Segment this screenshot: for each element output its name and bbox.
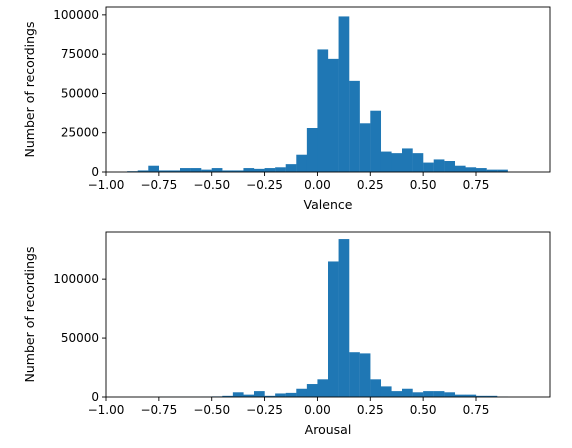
x-tick-label: 0.00 xyxy=(304,178,331,192)
histogram-bar xyxy=(423,391,434,397)
histogram-bar xyxy=(232,170,244,172)
x-tick-label: −0.50 xyxy=(193,178,230,192)
x-tick-label: 0.25 xyxy=(357,178,384,192)
histogram-bar xyxy=(412,392,424,397)
histogram-bar xyxy=(306,384,318,397)
histogram-bar xyxy=(285,392,297,398)
histogram-bar xyxy=(338,239,350,397)
x-tick-label: 0.50 xyxy=(410,403,437,417)
x-tick-label: −1.00 xyxy=(88,403,125,417)
histogram-bar xyxy=(201,169,212,172)
histogram-bar xyxy=(180,168,191,172)
histogram-bar xyxy=(275,167,286,172)
plot-frame xyxy=(105,6,551,173)
histogram-bar xyxy=(412,153,424,172)
y-axis-label: Number of recordings xyxy=(22,247,37,383)
histogram-bar xyxy=(423,162,434,172)
plot-frame xyxy=(105,231,551,398)
histogram-bar xyxy=(222,170,234,172)
y-tick-label: 50000 xyxy=(61,86,99,100)
histogram-bar xyxy=(158,170,170,172)
histogram-bar xyxy=(391,153,403,172)
histogram-bar xyxy=(137,170,149,172)
y-tick-label: 25000 xyxy=(61,126,99,140)
histogram-bar xyxy=(476,395,487,397)
histogram-bar xyxy=(328,261,339,397)
histogram-bar xyxy=(465,394,477,397)
histogram-bar xyxy=(359,353,371,397)
y-tick-label: 75000 xyxy=(61,47,99,61)
y-tick-label: 0 xyxy=(91,165,99,179)
arousal-histogram: −1.00 −0.75 −0.50 −0.25 0.00 0.25 0.50 0.75 0 500… xyxy=(22,231,551,437)
histogram-bar xyxy=(349,80,360,172)
histogram-bar xyxy=(476,168,487,172)
histogram-bar xyxy=(370,379,382,397)
x-tick-label: 0.50 xyxy=(410,178,437,192)
x-axis-label: Arousal xyxy=(305,422,352,437)
histogram-bar xyxy=(444,161,456,172)
histogram-bar xyxy=(222,395,234,397)
histogram-bar xyxy=(306,128,318,172)
histogram-bar xyxy=(433,159,445,172)
histogram-bar xyxy=(232,392,244,397)
histogram-bar xyxy=(359,123,371,172)
x-tick-label: 0.25 xyxy=(357,403,384,417)
histogram-bar xyxy=(328,58,339,172)
x-axis-label: Valence xyxy=(304,197,353,212)
x-tick-label: 0.75 xyxy=(463,178,490,192)
y-tick-label: 100000 xyxy=(53,8,99,22)
histogram-bar xyxy=(402,148,413,172)
x-tick-label: −0.25 xyxy=(246,403,283,417)
histogram-bar xyxy=(296,388,308,397)
histogram-bar xyxy=(317,49,329,172)
histogram-bar xyxy=(370,110,382,172)
histogram-bar xyxy=(148,165,160,172)
histogram-bar xyxy=(380,151,392,172)
valence-histogram: −1.00 −0.75 −0.50 −0.25 0.00 0.25 0.50 0.75 0 250… xyxy=(22,6,551,212)
histogram-bar xyxy=(497,169,508,172)
histogram-bar xyxy=(444,392,456,397)
histogram-bar xyxy=(285,164,297,172)
histogram-bar xyxy=(338,16,350,173)
histogram-bar xyxy=(264,168,276,172)
x-tick-label: −1.00 xyxy=(88,178,125,192)
y-tick-label: 0 xyxy=(91,390,99,404)
x-tick-label: −0.50 xyxy=(193,403,230,417)
y-tick-label: 100000 xyxy=(53,272,99,286)
histogram-bar xyxy=(454,394,466,397)
histogram-bar xyxy=(454,165,466,172)
histogram-bar xyxy=(275,393,286,397)
histogram-bar xyxy=(465,167,477,172)
histogram-bar xyxy=(486,169,498,172)
histogram-bar xyxy=(169,170,181,172)
histogram-bar xyxy=(211,168,223,172)
histogram-bar xyxy=(254,391,265,397)
x-tick-label: 0.75 xyxy=(463,403,490,417)
x-tick-label: 0.00 xyxy=(304,403,331,417)
x-tick-label: −0.25 xyxy=(246,178,283,192)
histogram-bar xyxy=(264,395,276,397)
histogram-bar xyxy=(486,395,498,397)
histogram-bar xyxy=(433,391,445,397)
histogram-bar xyxy=(391,391,403,397)
histogram-bar xyxy=(243,168,255,172)
histogram-bar xyxy=(402,388,413,397)
x-tick-label: −0.75 xyxy=(140,178,177,192)
histogram-bar xyxy=(349,352,360,397)
y-axis-label: Number of recordings xyxy=(22,22,37,158)
x-tick-label: −0.75 xyxy=(140,403,177,417)
histogram-bar xyxy=(190,168,202,172)
y-tick-label: 50000 xyxy=(61,331,99,345)
histogram-bar xyxy=(317,379,329,397)
histogram-bar xyxy=(254,168,265,172)
histogram-bar xyxy=(296,154,308,172)
histogram-bar xyxy=(243,394,255,397)
histogram-bar xyxy=(380,386,392,397)
